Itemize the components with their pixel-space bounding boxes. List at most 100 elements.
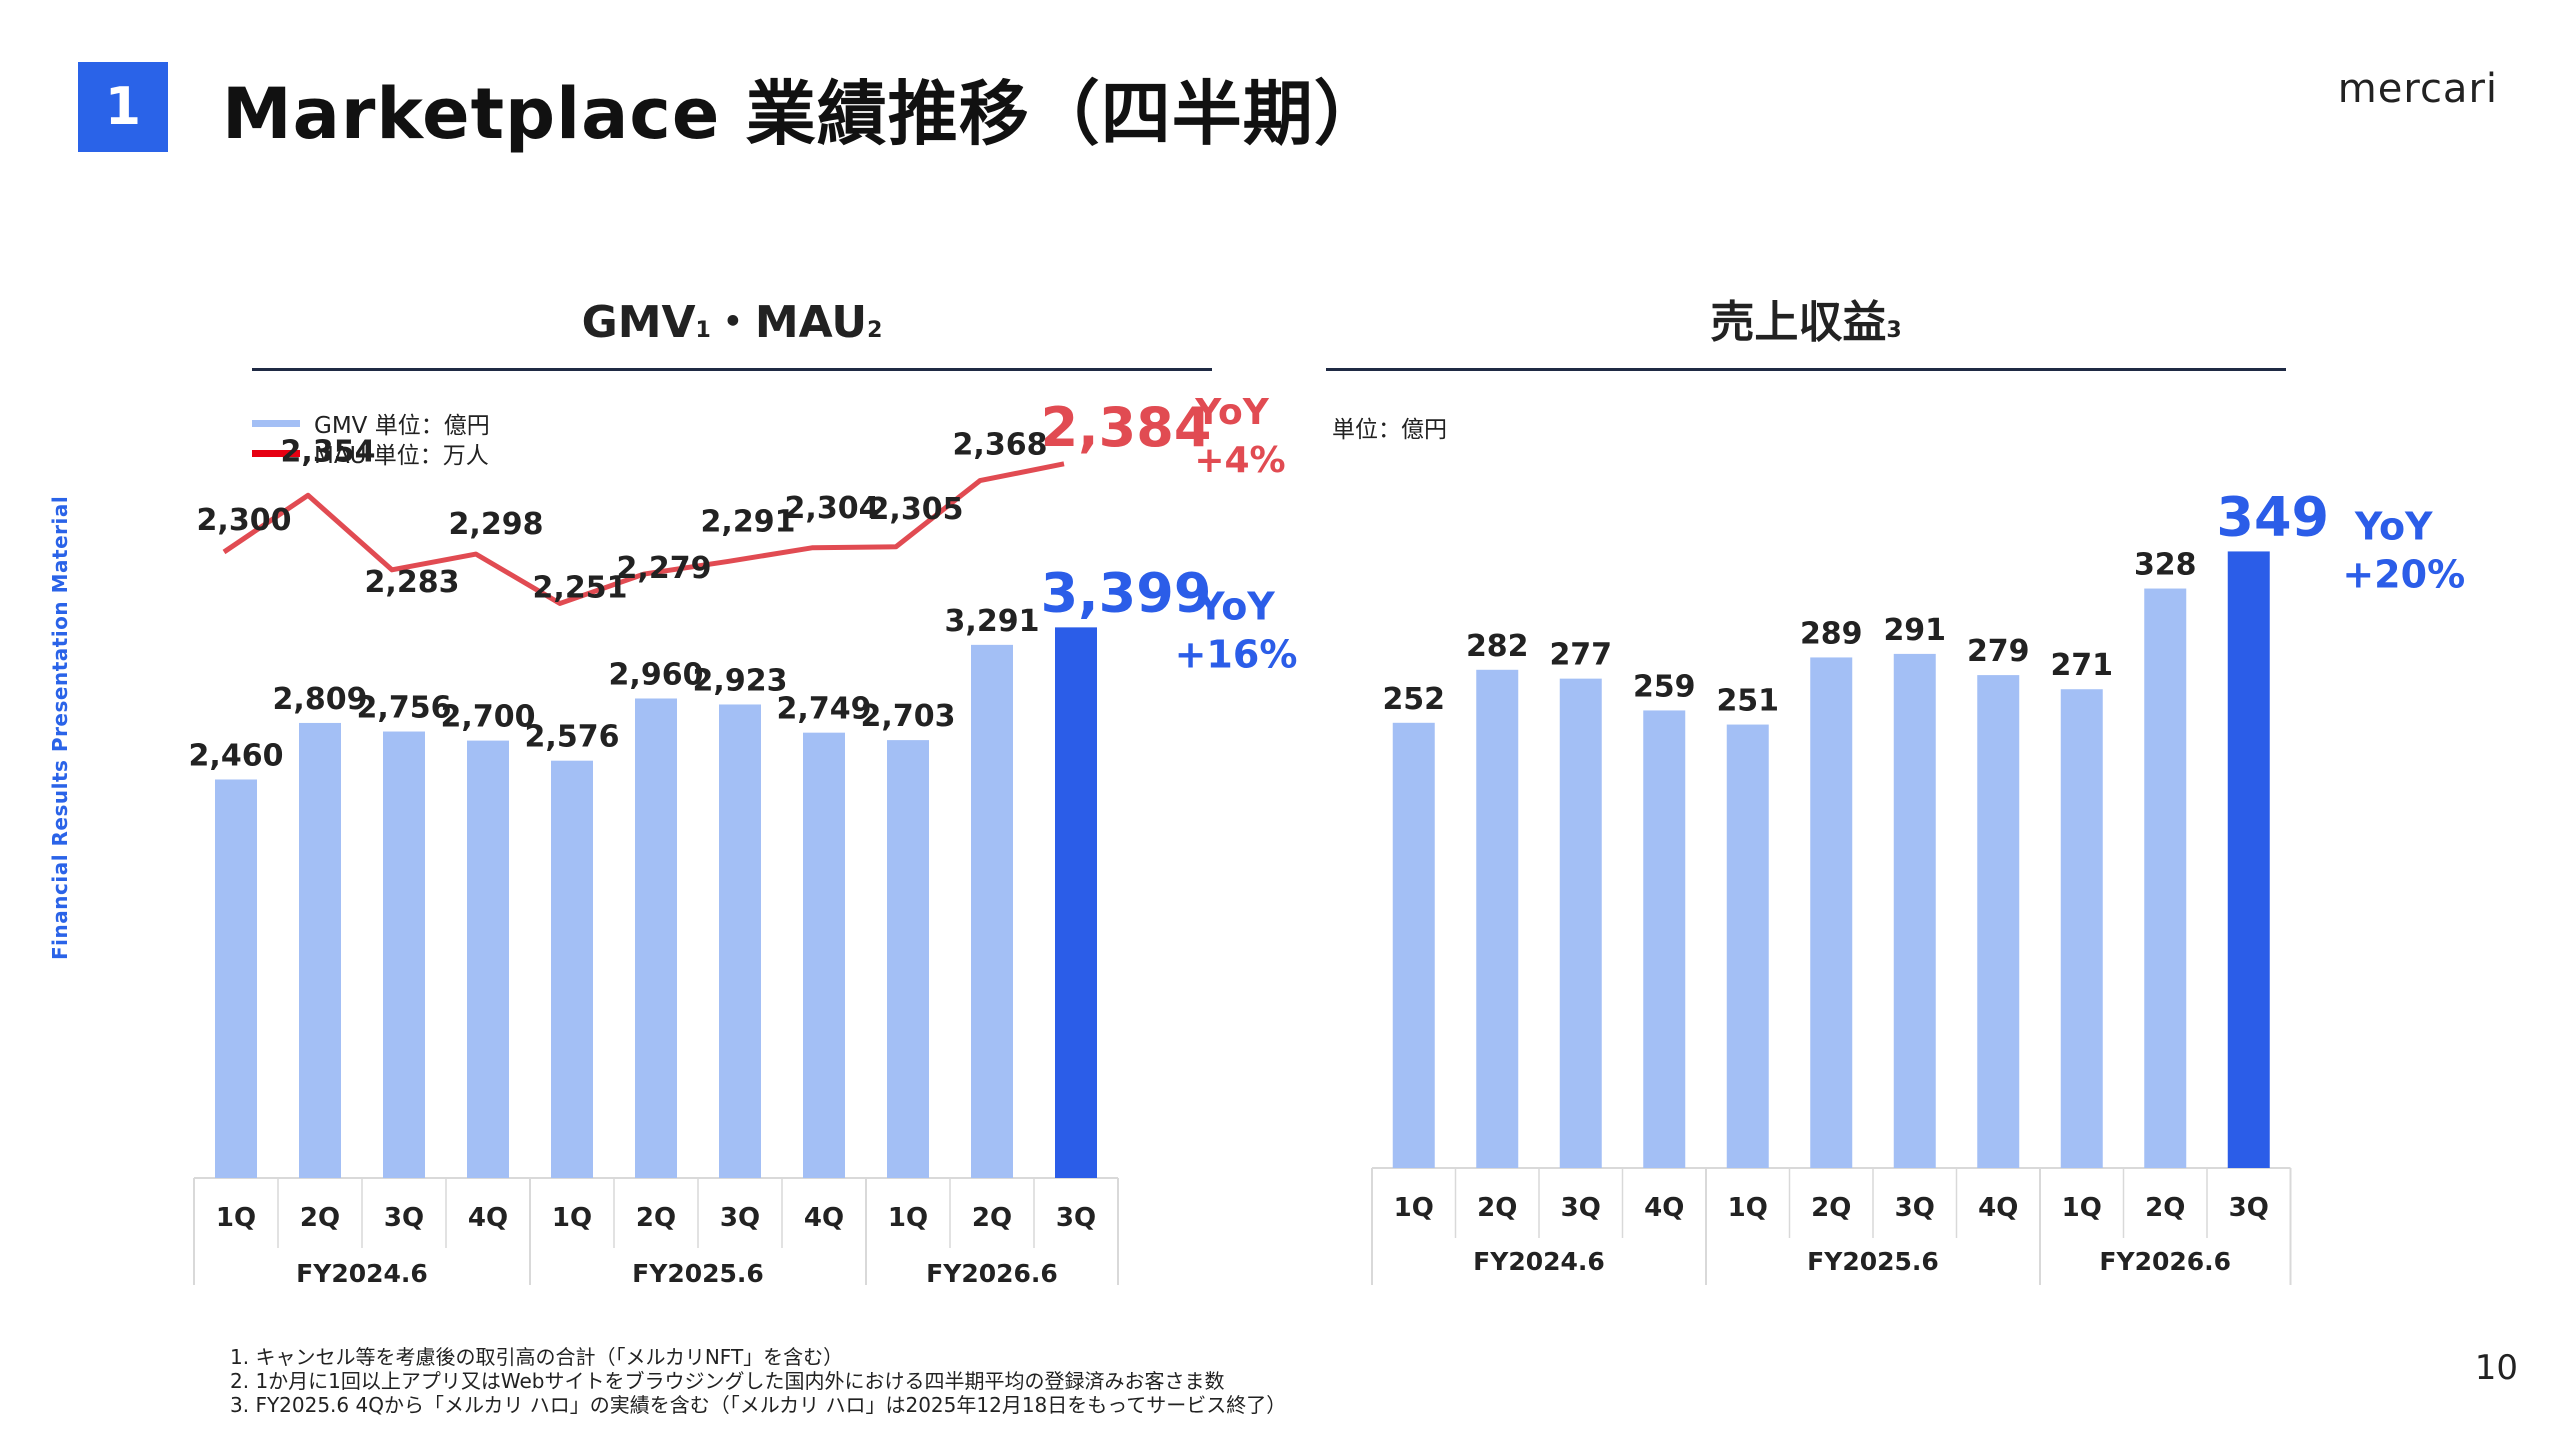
revenue-group-label: FY2025.6 [1807,1247,1939,1276]
gmv-data-label: 2,749 [777,692,872,727]
mau-yoy-label: YoY [1194,392,1269,433]
revenue-tick-label: 4Q [1978,1193,2018,1223]
revenue-data-label: 271 [2050,648,2113,683]
mau-data-label: 2,291 [701,504,796,539]
gmv-data-label: 3,291 [945,604,1040,639]
revenue-group-label: FY2026.6 [2099,1247,2231,1276]
gmv-data-label: 2,460 [189,738,284,773]
revenue-tick-label: 4Q [1644,1193,1684,1223]
revenue-data-label: 259 [1633,669,1696,704]
gmv-tick-label: 2Q [636,1203,676,1233]
revenue-footnote-ref: 3 [1886,318,1902,343]
gmv-title-text: GMV [581,297,696,348]
gmv-data-label: 2,960 [609,657,704,692]
mau-line [222,461,1065,606]
gmv-tick-label: 3Q [720,1203,760,1233]
legend-item-mau: MAU 単位：万人 [252,438,490,469]
page-title: Marketplace 業績推移（四半期） [222,73,1385,155]
footnote-2: 2. 1か月に1回以上アプリ又はWebサイトをブラウジングした国内外における四半… [230,1369,1225,1393]
revenue-yoy-value: +20% [2342,552,2465,596]
revenue-data-label-highlight: 349 [2216,485,2329,548]
gmv-tick-label: 3Q [384,1203,424,1233]
revenue-heading-rule [1326,368,2286,371]
mau-data-label-highlight: 2,384 [1041,396,1212,459]
gmv-tick-label: 4Q [468,1203,508,1233]
gmv-data-label: 2,576 [525,720,620,755]
gmv-bar [383,731,425,1178]
mau-data-label: 2,300 [197,503,292,538]
revenue-bar [1476,669,1519,1168]
revenue-bar [1643,710,1686,1168]
mau-data-label: 2,305 [869,492,964,527]
mau-data-label: 2,298 [449,507,544,542]
gmv-mau-heading-rule [252,368,1212,371]
gmv-group-label: FY2024.6 [296,1259,428,1288]
revenue-group-label: FY2024.6 [1473,1247,1605,1276]
legend-label-mau: MAU 単位：万人 [314,443,489,469]
revenue-data-label: 289 [1800,616,1863,651]
gmv-data-label: 2,809 [273,682,368,717]
gmv-bar [551,760,593,1178]
gmv-bar [467,740,509,1178]
revenue-bar [2144,588,2187,1168]
gmv-tick-label: 3Q [1056,1203,1096,1233]
mau-yoy-value: +4% [1194,440,1285,481]
gmv-tick-label: 2Q [972,1203,1012,1233]
gmv-yoy-label: YoY [1196,584,1275,628]
gmv-yoy-value: +16% [1175,632,1298,676]
charts-canvas: 1Q 2Q 3Q 4Q 1Q 2Q 3Q 4Q 1Q 2Q 3Q FY2024.6 FY2025.6 FY… [189,392,2466,1288]
mau-data-label: 2,279 [617,551,712,586]
revenue-data-label: 277 [1549,638,1612,673]
mau-data-label: 2,251 [533,570,628,605]
mau-title-text: MAU [754,297,868,348]
mau-data-label: 2,368 [953,428,1048,463]
gmv-bar [887,740,929,1178]
gmv-data-label: 2,756 [357,691,452,726]
gmv-bar [971,644,1013,1178]
gmv-tick-label: 4Q [804,1203,844,1233]
revenue-chart-title: 売上収益3 [1326,286,2286,350]
revenue-tick-label: 1Q [1728,1193,1768,1223]
revenue-tick-label: 2Q [1811,1193,1851,1223]
revenue-unit-label: 単位：億円 [1332,417,1447,443]
revenue-data-label: 291 [1883,613,1946,648]
legend-swatch-gmv [252,419,300,427]
gmv-tick-label: 2Q [300,1203,340,1233]
gmv-mau-legend: GMV 単位：億円 MAU 単位：万人 [252,408,490,469]
gmv-bar [1055,627,1097,1178]
revenue-tick-label: 1Q [1394,1193,1434,1223]
revenue-data-label: 328 [2134,548,2197,583]
gmv-footnote-ref: 1 [695,318,711,343]
gmv-data-label-highlight: 3,399 [1041,561,1212,624]
gmv-group-label: FY2026.6 [926,1259,1058,1288]
gmv-mau-chart-title: GMV1・MAU2 [252,286,1212,350]
gmv-data-label: 2,703 [861,699,956,734]
footnote-1: 1. キャンセル等を考慮後の取引高の合計（「メルカリNFT」を含む） [230,1345,844,1369]
mau-data-label: 2,304 [785,491,880,526]
revenue-bar [2227,551,2270,1168]
legend-swatch-mau [252,449,300,457]
revenue-data-label: 282 [1466,629,1529,664]
revenue-tick-label: 3Q [2229,1193,2269,1223]
title-separator: ・ [710,297,755,348]
revenue-tick-label: 3Q [1895,1193,1935,1223]
revenue-title-text: 売上収益 [1710,297,1887,348]
section-number: 1 [78,62,168,152]
revenue-bar [1977,675,2020,1168]
legend-item-gmv: GMV 単位：億円 [252,408,490,439]
gmv-bar [803,732,845,1178]
revenue-bar [1392,722,1435,1168]
gmv-bar [215,779,257,1178]
gmv-tick-label: 1Q [216,1203,256,1233]
revenue-bar [1893,653,1936,1168]
revenue-bar [1559,678,1602,1168]
gmv-bar [299,722,341,1178]
revenue-yoy-label: YoY [2354,504,2433,548]
revenue-tick-label: 2Q [2145,1193,2185,1223]
revenue-data-label: 251 [1716,684,1779,719]
gmv-data-label: 2,923 [693,663,788,698]
revenue-bar [2060,689,2103,1168]
page-number: 10 [2474,1348,2518,1388]
mau-data-label: 2,354 [281,434,376,469]
revenue-data-label: 252 [1382,682,1445,717]
